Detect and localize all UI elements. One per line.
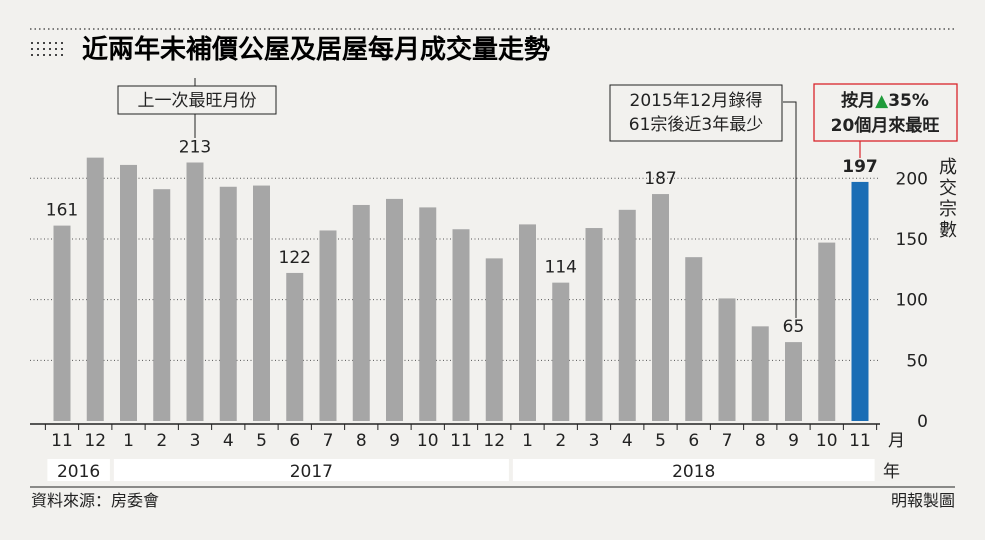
- chart-title: 近兩年未補價公屋及居屋每月成交量走勢: [82, 34, 550, 65]
- latest-note-box: [813, 83, 958, 142]
- year-unit-label: 年: [883, 462, 900, 482]
- x-tick-label: 8: [755, 431, 766, 451]
- data-label: 65: [783, 317, 805, 337]
- x-tick-label: 12: [483, 431, 505, 451]
- x-ticks: 11 12 1 2 3 4 5 6 7 8 9 10 11 12 1 2 3 4 5 6 7 8 9 10 11: [44, 424, 878, 451]
- y-tick-label: 50: [906, 351, 928, 371]
- x-tick-label: 7: [323, 431, 334, 451]
- bar: [785, 342, 802, 421]
- x-tick-label: 10: [417, 431, 439, 451]
- bar: [552, 282, 570, 421]
- x-tick-label: 7: [722, 431, 733, 451]
- year-band: [47, 459, 110, 481]
- x-unit-label: 月: [888, 431, 905, 451]
- x-tick-label: 1: [522, 431, 533, 451]
- bar: [253, 185, 270, 421]
- bar: [618, 209, 636, 421]
- peak-note: 上一次最旺月份: [138, 91, 257, 111]
- bar: [286, 272, 304, 421]
- source-note: 資料來源：房委會: [31, 491, 159, 510]
- year-label: 2017: [290, 462, 333, 482]
- bar-highlight: [851, 181, 869, 421]
- low-note-line2: 61宗後近3年最少: [629, 115, 763, 135]
- x-tick-label: 11: [450, 431, 472, 451]
- bar: [718, 298, 736, 421]
- bars: [53, 157, 869, 421]
- y-axis-label-char: 宗: [939, 199, 957, 220]
- data-label: 114: [545, 258, 577, 278]
- y-tick-label: 0: [917, 412, 928, 432]
- x-tick-label: 9: [788, 431, 799, 451]
- bar: [153, 189, 171, 421]
- data-label: 161: [46, 201, 78, 221]
- year-label: 2016: [57, 462, 100, 482]
- bar: [585, 228, 603, 421]
- data-labels: 161 213 122 114 187 65 197: [46, 137, 878, 337]
- bar: [685, 257, 703, 421]
- x-tick-label: 12: [84, 431, 106, 451]
- data-label: 197: [842, 157, 878, 177]
- peak-note-box: [117, 85, 277, 115]
- y-tick-label: 200: [896, 169, 928, 189]
- year-label: 2018: [672, 462, 715, 482]
- y-ticks: 0 50 100 150 200: [896, 169, 928, 432]
- x-tick-label: 4: [622, 431, 633, 451]
- low-note-box: [609, 84, 783, 142]
- x-tick-label: 1: [123, 431, 134, 451]
- x-tick-label: 6: [289, 431, 300, 451]
- bar: [485, 258, 503, 421]
- x-tick-label: 3: [190, 431, 201, 451]
- bar: [219, 186, 237, 421]
- x-tick-label: 3: [589, 431, 600, 451]
- up-arrow-icon: ▲: [875, 91, 889, 111]
- bar: [53, 225, 71, 421]
- bar: [120, 164, 137, 421]
- data-label: 213: [179, 137, 211, 157]
- x-tick-label: 9: [389, 431, 400, 451]
- x-tick-label: 4: [223, 431, 234, 451]
- data-label: 122: [279, 248, 311, 268]
- bar: [319, 230, 337, 421]
- latest-note-line1: 按月▲35%: [841, 90, 929, 111]
- bar: [818, 242, 836, 421]
- x-tick-label: 10: [816, 431, 838, 451]
- latest-prefix: 按月: [841, 90, 875, 111]
- x-tick-label: 6: [688, 431, 699, 451]
- bar: [86, 157, 104, 421]
- latest-note-line2: 20個月來最旺: [831, 115, 940, 136]
- bar: [751, 326, 769, 421]
- bar: [452, 229, 470, 421]
- x-tick-label: 5: [655, 431, 666, 451]
- y-axis-label-char: 交: [939, 178, 957, 199]
- y-axis-label-char: 數: [939, 220, 957, 241]
- low-note-line1: 2015年12月錄得: [630, 91, 763, 111]
- bar: [386, 198, 403, 421]
- x-tick-label: 11: [51, 431, 73, 451]
- year-band: [113, 459, 509, 481]
- y-axis-label-char: 成: [939, 157, 957, 178]
- x-tick-label: 2: [156, 431, 167, 451]
- x-tick-label: 11: [849, 431, 871, 451]
- y-tick-label: 150: [896, 230, 928, 250]
- bar: [186, 162, 204, 421]
- bar: [519, 224, 536, 421]
- bar: [352, 204, 370, 421]
- bar: [419, 207, 437, 421]
- year-bands: 2016 2017 2018: [47, 459, 875, 482]
- low-leader-line: [783, 101, 797, 318]
- year-band: [512, 459, 875, 481]
- bar: [652, 194, 669, 421]
- title-dots-icon: [31, 42, 63, 56]
- x-tick-label: 2: [555, 431, 566, 451]
- y-tick-label: 100: [896, 291, 928, 311]
- latest-percent: 35%: [888, 91, 929, 111]
- data-label: 187: [644, 169, 676, 189]
- x-tick-label: 5: [256, 431, 267, 451]
- x-tick-label: 8: [356, 431, 367, 451]
- credit-note: 明報製圖: [891, 491, 955, 510]
